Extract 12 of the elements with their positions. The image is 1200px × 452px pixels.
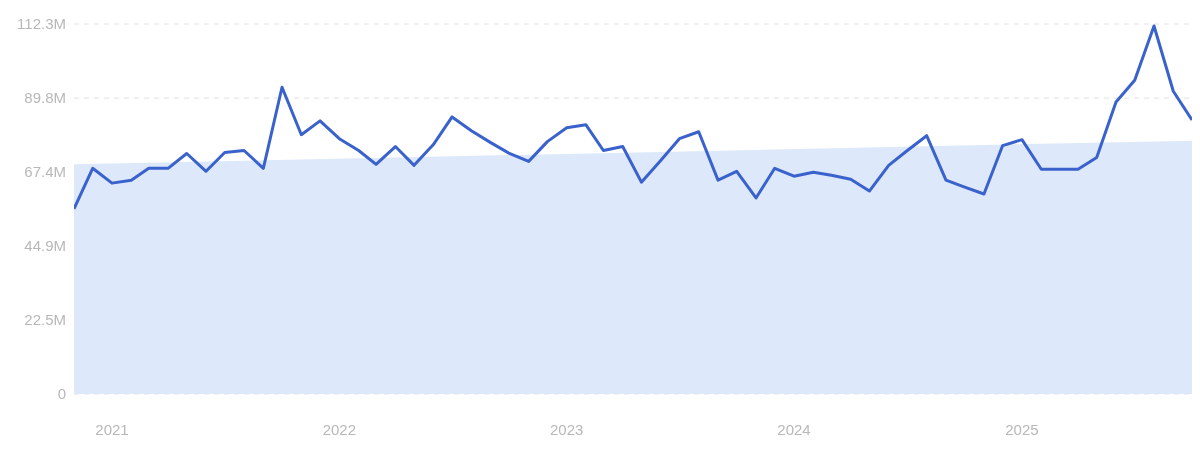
y-tick-label: 112.3M — [17, 15, 66, 33]
y-tick-label: 0 — [57, 385, 66, 403]
x-tick-label: 2025 — [1005, 420, 1039, 438]
x-tick-label: 2022 — [322, 420, 357, 438]
x-tick-label: 2023 — [549, 420, 584, 438]
line-series — [74, 24, 1192, 211]
x-tick-label: 2021 — [95, 420, 129, 438]
y-tick-label: 89.8M — [24, 89, 66, 107]
y-tick-label: 44.9M — [24, 237, 66, 255]
y-tick-label: 67.4M — [24, 163, 66, 181]
x-tick-label: 2024 — [777, 420, 811, 438]
y-tick-label: 22.5M — [24, 311, 66, 329]
